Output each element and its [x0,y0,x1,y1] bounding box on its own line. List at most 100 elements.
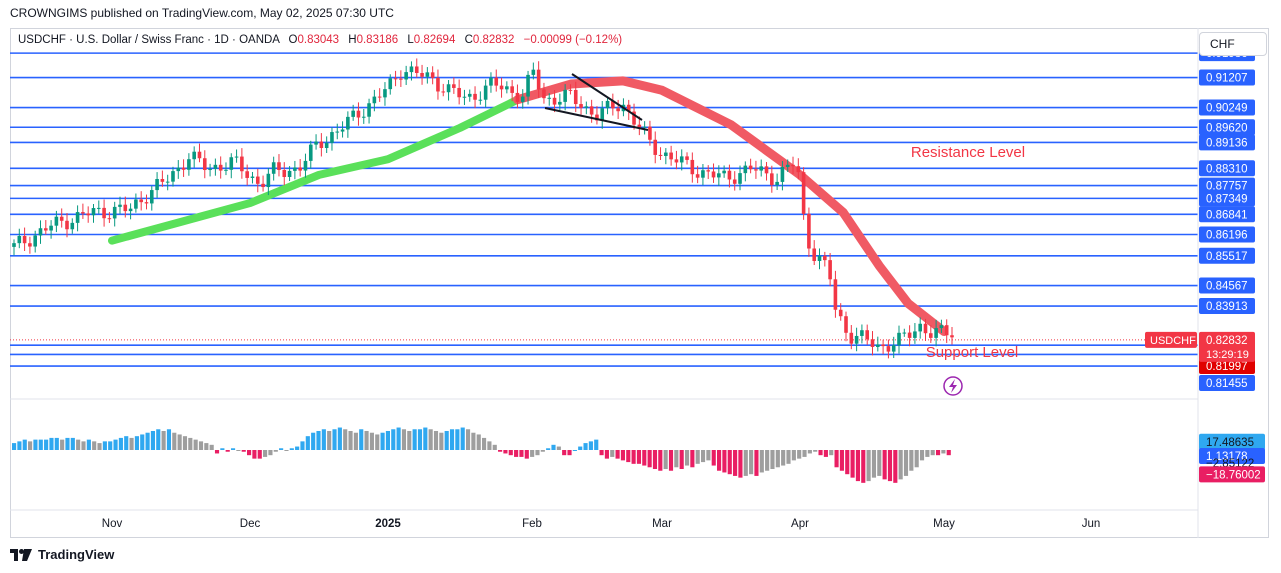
candle-body [128,208,133,212]
oscillator-bar [156,429,161,450]
oscillator-bar [177,434,182,450]
oscillator-bar [610,450,615,457]
oscillator-bar [722,450,727,473]
candle-body [420,72,424,77]
open-label: O [288,34,298,46]
candle-body [181,167,186,170]
candle-body [759,166,764,171]
oscillator-bar [492,444,497,450]
candle-body [441,91,446,93]
candle-body [891,345,896,352]
price-label: 0.91207 [1206,73,1248,85]
candle-body [685,156,689,160]
oscillator-bar [359,429,364,450]
oscillator-label: 17.48635 [1206,437,1254,449]
oscillator-bar [471,432,476,450]
price-label-bg [1199,226,1255,243]
publish-caption: CROWNGIMS published on TradingView.com, … [10,6,394,20]
oscillator-bar [711,450,716,466]
candle-body [727,170,732,180]
price-label-bg [1199,99,1255,116]
support-annotation[interactable]: Support Level [926,344,1019,361]
oscillator-bar [679,450,684,470]
oscillator-bar [150,430,156,450]
candle-body [489,77,493,86]
oscillator-bar [76,439,81,450]
tradingview-logo[interactable]: TradingView [10,547,114,562]
high-value: 0.83186 [356,34,399,46]
price-label-bg [1199,160,1255,177]
oscillator-bar [17,441,22,450]
oscillator-bar [583,443,588,450]
time-axis-label: Apr [791,518,809,530]
candle-body [823,255,827,261]
oscillator-bar [850,450,855,478]
candle-body [600,108,605,121]
oscillator-bar [182,436,188,450]
brand-name: TradingView [38,547,115,562]
oscillator-bar [444,430,449,450]
candle-body [722,170,726,174]
oscillator-bar [198,441,204,450]
oscillator-bar [866,450,871,482]
oscillator-bar [332,429,337,450]
candle-body [923,323,928,334]
candle-body [547,97,552,99]
candle-body [542,89,546,99]
candle-body [849,332,854,344]
candle-body [499,85,504,90]
oscillator-bar [268,450,273,456]
candle-body [897,332,901,346]
chart-frame [10,28,1269,538]
candle-body [75,212,80,223]
resistance-annotation[interactable]: Resistance Level [911,144,1025,161]
candle-body [224,169,228,171]
oscillator-bar [284,450,289,451]
candle-body [208,168,212,171]
symbol-legend[interactable]: USDCHF · U.S. Dollar / Swiss Franc · 1D … [18,34,622,46]
candle-body [833,279,838,310]
oscillator-bar [241,450,246,452]
candle-body [711,171,716,178]
oscillator-bar [839,450,844,471]
candle-body [690,159,695,175]
symbol-description: USDCHF · U.S. Dollar / Swiss Franc · 1D … [18,34,280,46]
time-axis-label: 2025 [375,518,401,530]
oscillator-bar [578,446,583,450]
candle-body [149,190,154,204]
candle-body [393,78,398,80]
oscillator-bar [465,429,471,450]
candle-body [738,173,742,184]
candle-body [293,167,297,171]
oscillator-bar [433,430,439,450]
candle-body [298,167,302,171]
oscillator-bar [786,450,791,464]
candle-body [192,151,196,160]
oscillator-bar [802,450,807,457]
oscillator-bar [380,432,385,450]
candle-body [160,179,165,182]
candle-body [43,228,48,231]
candle-body [261,183,265,188]
candle-body [854,335,859,344]
oscillator-bar [941,450,946,454]
oscillator-bar [33,439,38,450]
low-label: L [407,34,414,46]
oscillator-bar [134,436,139,450]
oscillator-bar [572,450,577,451]
oscillator-bar [140,434,145,450]
symbol-badge: USDCHF [1150,335,1196,347]
currency-button[interactable]: CHF [1199,32,1267,56]
oscillator-bar [263,450,268,457]
candle-body [536,69,541,90]
candle-body [494,77,499,86]
oscillator-bar [898,450,903,480]
oscillator-bar [188,437,193,450]
oscillator-bar [129,437,134,450]
candle-body [282,169,287,177]
candle-body [33,235,37,247]
lightning-icon[interactable] [943,376,963,396]
oscillator-bar [113,439,118,450]
oscillator-bar [588,441,593,450]
